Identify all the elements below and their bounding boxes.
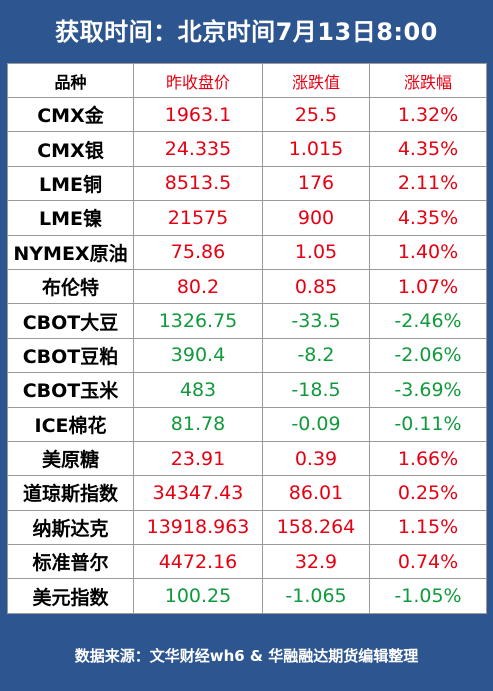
row-change: 158.264 <box>262 509 370 546</box>
row-change: 0.39 <box>262 440 370 477</box>
row-prev-close: 1326.75 <box>133 303 263 339</box>
row-change: 0.85 <box>262 268 370 305</box>
row-change: 1.015 <box>262 131 370 167</box>
row-prev-close: 23.91 <box>133 440 263 477</box>
row-change: 32.9 <box>262 544 370 580</box>
row-name: 美原糖 <box>7 440 134 477</box>
row-name: CBOT大豆 <box>7 303 134 339</box>
quotes-table: 品种 昨收盘价 涨跌值 涨跌幅 CMX金 1963.1 25.5 1.32% CMX银 2… <box>7 63 487 614</box>
row-prev-close: 390.4 <box>133 337 263 374</box>
header-prev-close: 昨收盘价 <box>133 63 263 98</box>
row-name: CBOT豆粕 <box>7 337 134 374</box>
row-prev-close: 21575 <box>133 200 263 236</box>
row-change: 1.05 <box>262 234 370 270</box>
row-change-pct: 0.25% <box>369 475 487 511</box>
table-row: ICE棉花 81.78 -0.09 -0.11% <box>7 406 487 442</box>
row-change-pct: -3.69% <box>369 372 487 408</box>
row-change: 86.01 <box>262 475 370 511</box>
table-row: CBOT大豆 1326.75 -33.5 -2.46% <box>7 303 487 339</box>
row-name: LME铜 <box>7 165 134 202</box>
row-name: 布伦特 <box>7 268 134 305</box>
row-change-pct: 2.11% <box>369 165 487 202</box>
row-name: NYMEX原油 <box>7 234 134 270</box>
row-change-pct: 1.07% <box>369 268 487 305</box>
row-change-pct: -2.06% <box>369 337 487 374</box>
row-name: 道琼斯指数 <box>7 475 134 511</box>
row-name: CMX银 <box>7 131 134 167</box>
table-row: 纳斯达克 13918.963 158.264 1.15% <box>7 509 487 546</box>
row-change: -8.2 <box>262 337 370 374</box>
row-name: LME镍 <box>7 200 134 236</box>
row-change-pct: 1.66% <box>369 440 487 477</box>
row-name: CMX金 <box>7 96 134 133</box>
row-prev-close: 483 <box>133 372 263 408</box>
row-prev-close: 13918.963 <box>133 509 263 546</box>
row-change: 900 <box>262 200 370 236</box>
row-prev-close: 80.2 <box>133 268 263 305</box>
table-row: 美元指数 100.25 -1.065 -1.05% <box>7 578 487 614</box>
table-row: 布伦特 80.2 0.85 1.07% <box>7 268 487 305</box>
row-prev-close: 1963.1 <box>133 96 263 133</box>
table-row: 道琼斯指数 34347.43 86.01 0.25% <box>7 475 487 511</box>
table-row: CMX银 24.335 1.015 4.35% <box>7 131 487 167</box>
row-change-pct: 1.15% <box>369 509 487 546</box>
row-name: 纳斯达克 <box>7 509 134 546</box>
row-change: 176 <box>262 165 370 202</box>
row-change: -18.5 <box>262 372 370 408</box>
row-name: ICE棉花 <box>7 406 134 442</box>
row-change: -1.065 <box>262 578 370 614</box>
row-change-pct: 0.74% <box>369 544 487 580</box>
row-change-pct: 1.40% <box>369 234 487 270</box>
header-variety: 品种 <box>7 63 134 98</box>
row-prev-close: 34347.43 <box>133 475 263 511</box>
data-source-footer: 数据来源：文华财经wh6 & 华融融达期货编辑整理 <box>74 647 419 665</box>
row-prev-close: 4472.16 <box>133 544 263 580</box>
row-change-pct: -1.05% <box>369 578 487 614</box>
row-change-pct: -2.46% <box>369 303 487 339</box>
row-name: CBOT玉米 <box>7 372 134 408</box>
row-prev-close: 100.25 <box>133 578 263 614</box>
row-prev-close: 8513.5 <box>133 165 263 202</box>
row-prev-close: 75.86 <box>133 234 263 270</box>
table-row: LME铜 8513.5 176 2.11% <box>7 165 487 202</box>
row-change: -33.5 <box>262 303 370 339</box>
row-change-pct: 1.32% <box>369 96 487 133</box>
table-row: CMX金 1963.1 25.5 1.32% <box>7 96 487 133</box>
row-change: 25.5 <box>262 96 370 133</box>
table-row: 美原糖 23.91 0.39 1.66% <box>7 440 487 477</box>
row-change: -0.09 <box>262 406 370 442</box>
table-row: NYMEX原油 75.86 1.05 1.40% <box>7 234 487 270</box>
row-prev-close: 81.78 <box>133 406 263 442</box>
row-change-pct: 4.35% <box>369 200 487 236</box>
row-name: 美元指数 <box>7 578 134 614</box>
row-name: 标准普尔 <box>7 544 134 580</box>
page-title: 获取时间：北京时间7月13日8:00 <box>55 17 438 46</box>
table-row: 标准普尔 4472.16 32.9 0.74% <box>7 544 487 580</box>
table-header-row: 品种 昨收盘价 涨跌值 涨跌幅 <box>7 63 487 98</box>
header-change-pct: 涨跌幅 <box>369 63 487 98</box>
header-change: 涨跌值 <box>262 63 370 98</box>
row-change-pct: -0.11% <box>369 406 487 442</box>
table-row: CBOT豆粕 390.4 -8.2 -2.06% <box>7 337 487 374</box>
table-row: LME镍 21575 900 4.35% <box>7 200 487 236</box>
row-change-pct: 4.35% <box>369 131 487 167</box>
table-row: CBOT玉米 483 -18.5 -3.69% <box>7 372 487 408</box>
row-prev-close: 24.335 <box>133 131 263 167</box>
